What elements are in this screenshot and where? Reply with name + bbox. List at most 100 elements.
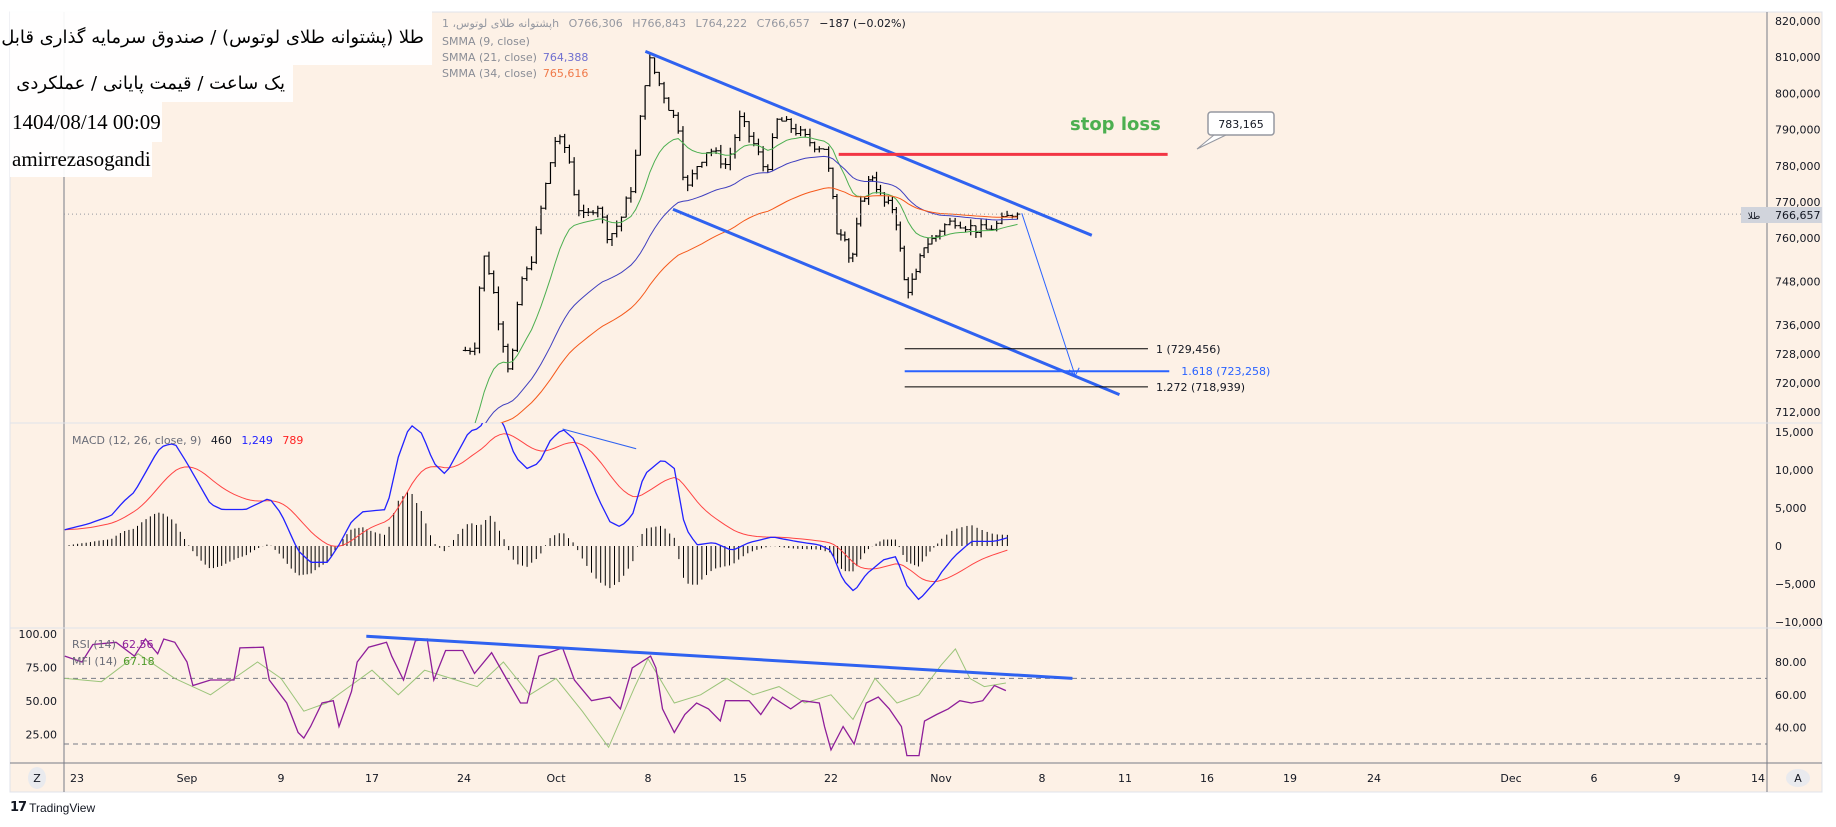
- time-axis-tick: 16: [1200, 772, 1214, 785]
- time-axis-tick: 22: [824, 772, 838, 785]
- rsi-left-axis-tick: 100.00: [19, 628, 58, 641]
- auto-scale-label: A: [1794, 772, 1802, 785]
- rsi-left-axis-tick: 25.00: [26, 729, 58, 742]
- current-price-label: طلا 766,657: [1741, 207, 1822, 223]
- time-axis-tick: 17: [365, 772, 379, 785]
- overlay-title: طلا (پشتوانه طلای لوتوس) / صندوق سرمایه …: [0, 10, 432, 65]
- rsi-label: RSI (14): [72, 638, 116, 651]
- legend-smma21: SMMA (21, close) 764,388: [442, 51, 588, 64]
- price-axis-tick: 780,000: [1775, 160, 1821, 173]
- time-axis-tick: Dec: [1500, 772, 1521, 785]
- tradingview-logo[interactable]: 17 TradingView: [10, 800, 95, 815]
- chart-background: [10, 12, 1822, 792]
- target-arrow-line: [1021, 213, 1076, 376]
- axes: 820,000810,000800,000790,000780,000770,0…: [19, 15, 1823, 785]
- legend-smma34: SMMA (34, close) 765,616: [442, 67, 588, 80]
- time-axis-tick: 11: [1118, 772, 1132, 785]
- time-axis-tick: 8: [645, 772, 652, 785]
- rsi-value: 62.56: [122, 638, 154, 651]
- legend-open: O766,306: [569, 17, 623, 30]
- time-axis-tick: 24: [1367, 772, 1381, 785]
- price-axis-tick: 820,000: [1775, 15, 1821, 28]
- legend-change: −187 (−0.02%): [819, 17, 905, 30]
- target-arrow-head: [1068, 367, 1080, 377]
- rsi-line: [64, 637, 1007, 757]
- fib-1-label: 1 (729,456): [1156, 343, 1221, 356]
- rsi-pane[interactable]: [64, 634, 1767, 757]
- stop-loss-label[interactable]: stop loss: [1070, 114, 1161, 135]
- current-price-tag: طلا: [1748, 212, 1761, 222]
- macd-signal-line: [64, 433, 1008, 583]
- smma9-line: [474, 136, 1018, 423]
- macd-trendline: [562, 428, 637, 450]
- tradingview-logo-icon: 17: [10, 800, 27, 815]
- macd-value: 1,249: [241, 434, 273, 447]
- callout-text: 783,165: [1218, 118, 1264, 131]
- current-price-tag-bg: [1741, 207, 1767, 223]
- macd-axis-tick: −10,000: [1775, 616, 1823, 629]
- price-axis-tick: 736,000: [1775, 319, 1821, 332]
- legend-smma34-value: 765,616: [543, 67, 589, 80]
- rsi-axis-tick: 60.00: [1775, 689, 1807, 702]
- price-axis-tick: 810,000: [1775, 51, 1821, 64]
- current-price-value: 766,657: [1775, 209, 1821, 222]
- rsi-axis-tick: 40.00: [1775, 722, 1807, 735]
- macd-axis-tick: 15,000: [1775, 426, 1814, 439]
- overlay-datetime: 1404/08/14 00:09: [10, 102, 162, 142]
- macd-signal-value: 789: [282, 434, 303, 447]
- price-axis-tick: 728,000: [1775, 348, 1821, 361]
- rsi-left-axis-tick: 75.00: [26, 662, 58, 675]
- price-axis-tick: 748,000: [1775, 276, 1821, 289]
- macd-axis-tick: 5,000: [1775, 502, 1807, 515]
- legend-mfi: MFI (14) 67.18: [72, 655, 155, 668]
- time-axis-tick: 24: [457, 772, 471, 785]
- macd-line: [64, 423, 1008, 601]
- chart-frame: [9, 11, 1823, 793]
- time-axis-tick: 23: [70, 772, 84, 785]
- overlay-author: amirrezasogandi: [10, 142, 152, 177]
- legend-ohlc: پشتوانه طلای لوتوس، 1h O766,306 H766,843…: [442, 17, 906, 30]
- macd-pane[interactable]: [64, 407, 1008, 601]
- smma34-line: [500, 187, 1018, 423]
- price-axis-tick: 712,000: [1775, 406, 1821, 419]
- auto-scale-button[interactable]: A: [1786, 769, 1810, 787]
- time-axis-tick: Sep: [177, 772, 198, 785]
- stop-loss-callout[interactable]: 783,165: [1196, 111, 1275, 150]
- smma21-line: [485, 155, 1018, 423]
- legend-rsi: RSI (14) 62.56: [72, 638, 153, 651]
- legend-smma34-label: SMMA (34, close): [442, 67, 537, 80]
- channel-lower-line: [672, 207, 1121, 396]
- time-axis-tick: 19: [1283, 772, 1297, 785]
- price-axis-tick: 800,000: [1775, 87, 1821, 100]
- callout-box: [1207, 111, 1275, 136]
- z-button-label: Z: [33, 772, 41, 785]
- legend-close: C766,657: [757, 17, 810, 30]
- time-axis-tick: 6: [1591, 772, 1598, 785]
- legend-smma21-value: 764,388: [543, 51, 589, 64]
- rsi-axis-tick: 80.00: [1775, 656, 1807, 669]
- legend-high: H766,843: [632, 17, 686, 30]
- macd-axis-tick: 0: [1775, 540, 1782, 553]
- time-axis-tick: 15: [733, 772, 747, 785]
- legend-symbol: پشتوانه طلای لوتوس، 1h: [442, 17, 559, 30]
- time-axis-tick: Nov: [930, 772, 952, 785]
- tradingview-logo-text: TradingView: [29, 800, 96, 815]
- price-pane[interactable]: [64, 50, 1767, 452]
- macd-label: MACD (12, 26, close, 9): [72, 434, 201, 447]
- fib-1272-label: 1.272 (718,939): [1156, 381, 1245, 394]
- time-axis-tick: 9: [1674, 772, 1681, 785]
- rsi-left-axis-tick: 50.00: [26, 695, 58, 708]
- mfi-line: [64, 648, 1006, 749]
- overlay-subtitle: یک ساعت / قیمت پایانی / عملکردی: [10, 65, 293, 102]
- time-axis-tick: Oct: [546, 772, 566, 785]
- legend-smma21-label: SMMA (21, close): [442, 51, 537, 64]
- macd-axis-tick: −5,000: [1775, 578, 1816, 591]
- rsi-trendline: [366, 634, 1073, 680]
- current-price-bg: [1767, 207, 1822, 223]
- legend-smma9: SMMA (9, close): [442, 35, 530, 48]
- mfi-value: 67.18: [123, 655, 155, 668]
- z-button[interactable]: Z: [28, 767, 46, 789]
- time-axis-tick: 8: [1039, 772, 1046, 785]
- legend-macd: MACD (12, 26, close, 9) 460 1,249 789: [72, 434, 303, 447]
